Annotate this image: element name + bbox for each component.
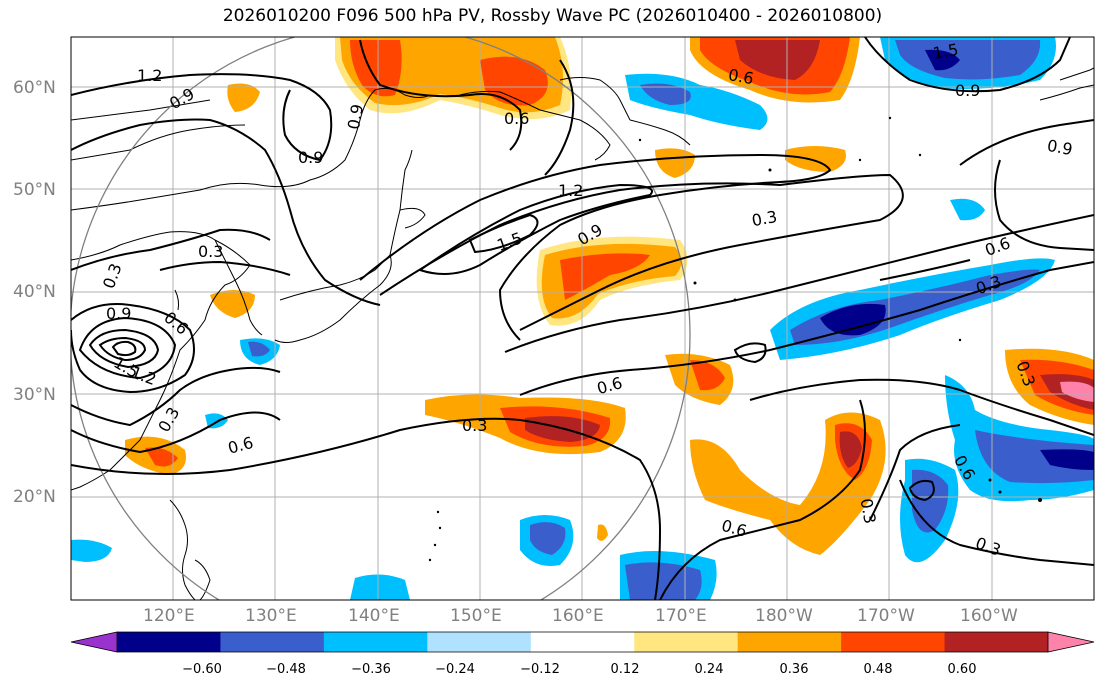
great-circle [71,37,691,600]
lat-label: 40°N [13,282,56,302]
colorbar [70,631,1095,653]
map-frame [70,36,1095,601]
contour-label: 0.9 [106,304,131,323]
colorbar-swatch [427,632,532,652]
lat-label: 50°N [13,180,56,200]
colorbar-tick: 0.36 [779,662,809,677]
contour-label: 1.2 [137,66,162,85]
colorbar-tick: 0.60 [947,662,977,677]
colorbar-swatch [220,632,325,652]
lon-label: 160°W [960,606,1018,626]
colorbar-tick: 0.48 [863,662,893,677]
colorbar-tick: 0.12 [610,662,640,677]
lon-label: 160°E [552,606,604,626]
contour-label: 0.3 [198,242,223,261]
contour-label: 0.3 [462,416,487,435]
contour-label: 0.9 [955,81,980,100]
colorbar-tick: −0.24 [435,662,475,677]
contour-label: 0.9 [298,148,323,167]
colorbar-tick: −0.48 [266,662,306,677]
lon-label: 180°W [755,606,813,626]
colorbar-swatch [530,632,635,652]
colorbar-swatch [117,632,221,652]
lon-label: 130°E [245,606,297,626]
contour-label: 0.6 [727,65,755,88]
lon-label: 170°E [655,606,707,626]
colorbar-outline [117,631,1048,653]
lon-label: 150°E [450,606,502,626]
colorbar-swatch [841,632,946,652]
contour-label: 0.9 [344,103,367,131]
colorbar-swatch [944,632,1049,652]
colorbar-swatch [323,632,428,652]
lon-label: 120°E [143,606,195,626]
contour-label: 0.9 [1046,136,1074,159]
colorbar-tick: −0.12 [520,662,560,677]
map-title: 2026010200 F096 500 hPa PV, Rossby Wave … [222,6,883,26]
lat-label: 60°N [13,78,56,98]
lon-label: 140°E [348,606,400,626]
colorbar-extend-low [70,631,118,653]
colorbar-tick: −0.60 [182,662,222,677]
islands [428,116,1042,562]
colorbar-swatch [634,632,739,652]
lat-label: 30°N [13,385,56,405]
colorbar-swatch [737,632,842,652]
contour-label: 0.3 [857,497,880,525]
colorbar-tick: 0.24 [694,662,724,677]
contour-label: 1.2 [558,181,583,200]
lon-label: 170°W [857,606,915,626]
contour-label: 0.3 [750,207,778,230]
contour-label: 1.5 [931,40,959,63]
lat-label: 20°N [13,487,56,507]
colorbar-extend-high [1047,631,1095,653]
contour-label: 0.6 [504,109,529,128]
colorbar-tick: −0.36 [351,662,391,677]
pv-contours [71,37,1094,600]
